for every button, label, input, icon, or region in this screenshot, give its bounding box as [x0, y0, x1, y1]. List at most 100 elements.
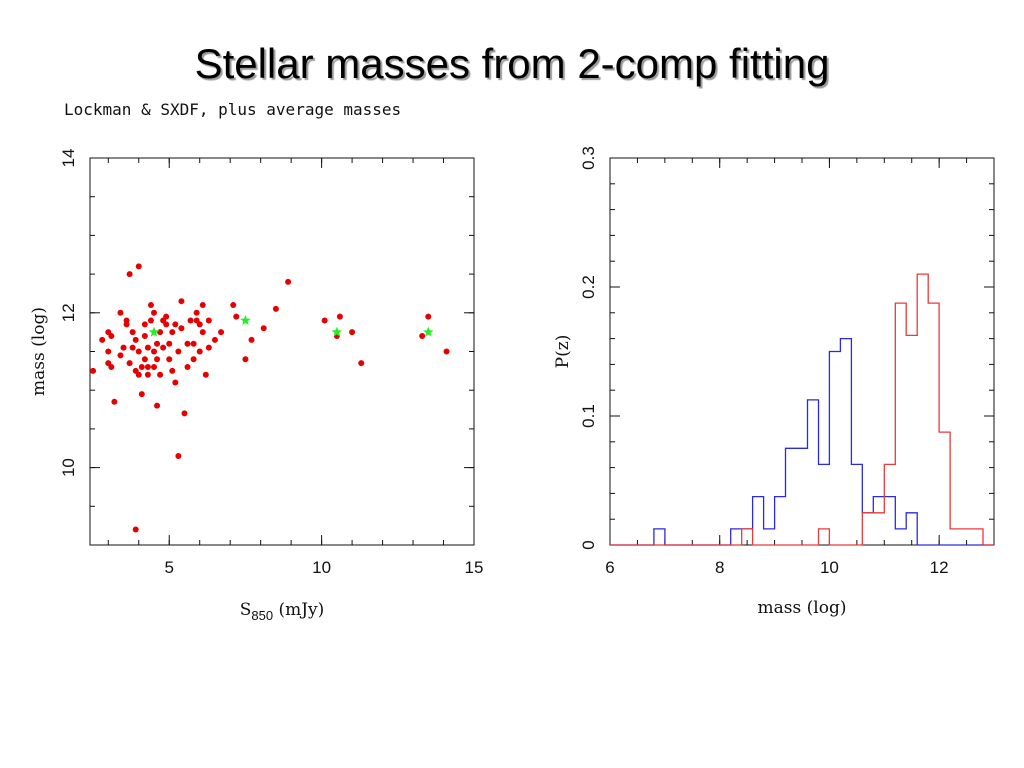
data-point [419, 333, 426, 340]
x-tick-label: 8 [715, 558, 724, 577]
data-point [117, 352, 124, 359]
data-point [358, 360, 365, 367]
data-point [123, 317, 130, 324]
data-point [211, 336, 218, 343]
x-tick-label: 10 [312, 558, 331, 577]
histogram-series-hist_red [610, 273, 994, 546]
data-point [144, 363, 151, 370]
y-tick-label: 12 [59, 303, 78, 322]
data-point [349, 329, 356, 336]
data-point [205, 344, 212, 351]
scatter-chart: 5 10 15 10 12 14 S850 (mJy) mass (log) [29, 149, 483, 623]
histogram-chart: 6 8 10 12 0 0.1 0.2 0.3 mass (log) P(z) [553, 146, 995, 618]
data-point [99, 336, 106, 343]
data-point [172, 321, 179, 328]
data-point [135, 348, 142, 355]
data-point [132, 526, 139, 533]
data-point [193, 309, 200, 316]
data-point [154, 402, 161, 409]
data-point [196, 321, 203, 328]
y-tick-label: 0.1 [579, 404, 598, 428]
y-tick-label: 0.2 [579, 275, 598, 299]
data-point [111, 398, 118, 405]
plot-frame [609, 157, 995, 546]
data-point [199, 329, 206, 336]
data-point [181, 410, 188, 417]
histogram-series-hist_blue [610, 337, 994, 546]
data-point [132, 336, 139, 343]
data-point [175, 348, 182, 355]
data-point [126, 360, 133, 367]
data-point [147, 317, 154, 324]
data-point [151, 348, 157, 355]
y-tick-label: 14 [59, 149, 78, 168]
average-mass-star [331, 326, 343, 337]
x-tick-label: 15 [465, 558, 484, 577]
data-point [160, 344, 167, 351]
data-point [151, 309, 157, 316]
data-point [190, 356, 197, 363]
average-mass-star [148, 326, 160, 337]
y-axis-label: P(z) [553, 335, 573, 369]
y-axis-label: mass (log) [29, 307, 49, 396]
data-point [248, 336, 255, 343]
average-mass-star [423, 326, 434, 337]
data-point [126, 271, 133, 278]
data-point [151, 363, 157, 370]
data-point [135, 371, 142, 378]
data-point [425, 313, 432, 320]
data-point [163, 321, 170, 328]
y-tick-label: 0.3 [579, 146, 598, 170]
data-point [144, 371, 151, 378]
data-point [233, 313, 240, 320]
y-tick-label: 0 [579, 540, 598, 549]
x-axis-label: S850 (mJy) [240, 600, 325, 623]
data-point [157, 329, 164, 336]
data-point [242, 356, 249, 363]
data-point [129, 329, 136, 336]
data-point [117, 309, 124, 316]
data-point [157, 371, 164, 378]
data-point [166, 340, 173, 347]
data-point [205, 317, 212, 324]
data-point [147, 302, 154, 309]
data-point [184, 363, 191, 370]
data-point [129, 344, 136, 351]
data-point [138, 363, 145, 370]
x-axis-label: mass (log) [758, 598, 847, 618]
data-point [172, 379, 179, 386]
data-point [135, 263, 142, 270]
data-point [202, 371, 209, 378]
data-point [178, 298, 185, 305]
data-point [141, 356, 148, 363]
data-point [90, 367, 97, 374]
data-point [260, 325, 267, 332]
slide-title: Stellar masses from 2-comp fitting [194, 40, 830, 87]
data-point [218, 329, 225, 336]
x-tick-label: 5 [165, 558, 174, 577]
data-point [272, 305, 279, 312]
y-tick-label: 10 [59, 458, 78, 477]
data-point [108, 333, 115, 340]
data-point [178, 325, 185, 332]
data-point [336, 313, 343, 320]
data-point [154, 340, 161, 347]
data-point [443, 348, 450, 355]
data-point [163, 313, 170, 320]
data-point [169, 367, 176, 374]
x-tick-label: 10 [820, 558, 839, 577]
data-point [169, 329, 176, 336]
data-point [285, 278, 292, 285]
chart-subtitle: Lockman & SXDF, plus average masses [64, 100, 402, 119]
data-point [108, 363, 115, 370]
data-point [120, 344, 127, 351]
data-point [144, 344, 151, 351]
plot-frame [89, 157, 475, 546]
x-tick-label: 12 [930, 558, 949, 577]
data-point [199, 302, 206, 309]
data-point [175, 452, 182, 459]
average-mass-star [240, 315, 251, 325]
x-tick-label: 6 [605, 558, 614, 577]
data-point [187, 317, 194, 324]
